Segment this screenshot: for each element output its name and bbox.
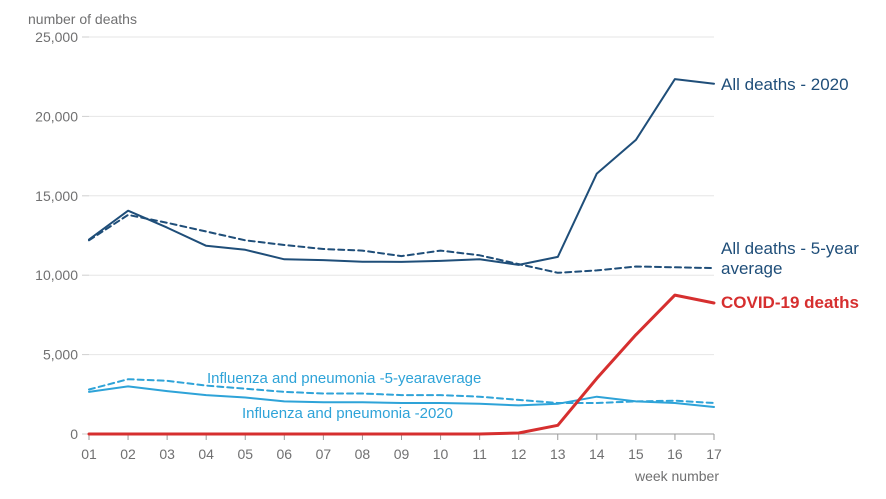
x-tick-label: 16 xyxy=(667,446,683,462)
y-axis-title: number of deaths xyxy=(28,11,137,27)
x-tick-label: 10 xyxy=(433,446,449,462)
y-tick-label: 20,000 xyxy=(35,108,78,124)
x-tick-label: 12 xyxy=(511,446,527,462)
x-axis-title: week number xyxy=(634,468,719,484)
x-axis: 01 02 03 04 05 06 07 08 09 10 11 12 13 14 15 16 17 xyxy=(81,433,722,462)
series-label: All deaths - 5-year xyxy=(721,239,859,258)
y-tick-label: 25,000 xyxy=(35,29,78,45)
x-tick-label: 04 xyxy=(198,446,214,462)
series-label: COVID-19 deaths xyxy=(721,293,859,312)
x-tick-label: 02 xyxy=(120,446,136,462)
series-label: Influenza and pneumonia -2020 xyxy=(242,405,453,422)
x-tick-label: 15 xyxy=(628,446,644,462)
x-tick-label: 07 xyxy=(316,446,332,462)
series-lines xyxy=(87,78,716,436)
series-label: average xyxy=(721,259,782,278)
x-tick-label: 13 xyxy=(550,446,566,462)
series-line-1 xyxy=(88,213,715,274)
x-tick-label: 08 xyxy=(355,446,371,462)
y-tick-label: 15,000 xyxy=(35,188,78,204)
y-tick-labels: 0 5,000 10,000 15,000 20,000 25,000 xyxy=(35,29,78,442)
x-tick-label: 06 xyxy=(277,446,293,462)
series-labels: All deaths - 2020 All deaths - 5-yearaver… xyxy=(207,75,859,422)
x-tick-label: 11 xyxy=(472,446,487,462)
x-tick-label: 05 xyxy=(237,446,253,462)
x-tick-label: 03 xyxy=(159,446,175,462)
y-tick-label: 5,000 xyxy=(43,347,78,363)
x-tick-label: 17 xyxy=(706,446,722,462)
x-tick-label: 09 xyxy=(394,446,410,462)
x-tick-label: 01 xyxy=(81,446,97,462)
series-line-4 xyxy=(88,385,715,408)
x-tick-label: 14 xyxy=(589,446,605,462)
series-label: All deaths - 2020 xyxy=(721,75,849,94)
series-label: Influenza and pneumonia -5-yearaverage xyxy=(207,370,481,387)
y-tick-label: 0 xyxy=(70,426,78,442)
y-tick-label: 10,000 xyxy=(35,267,78,283)
gridlines xyxy=(82,36,714,435)
series-line-0 xyxy=(88,78,715,266)
